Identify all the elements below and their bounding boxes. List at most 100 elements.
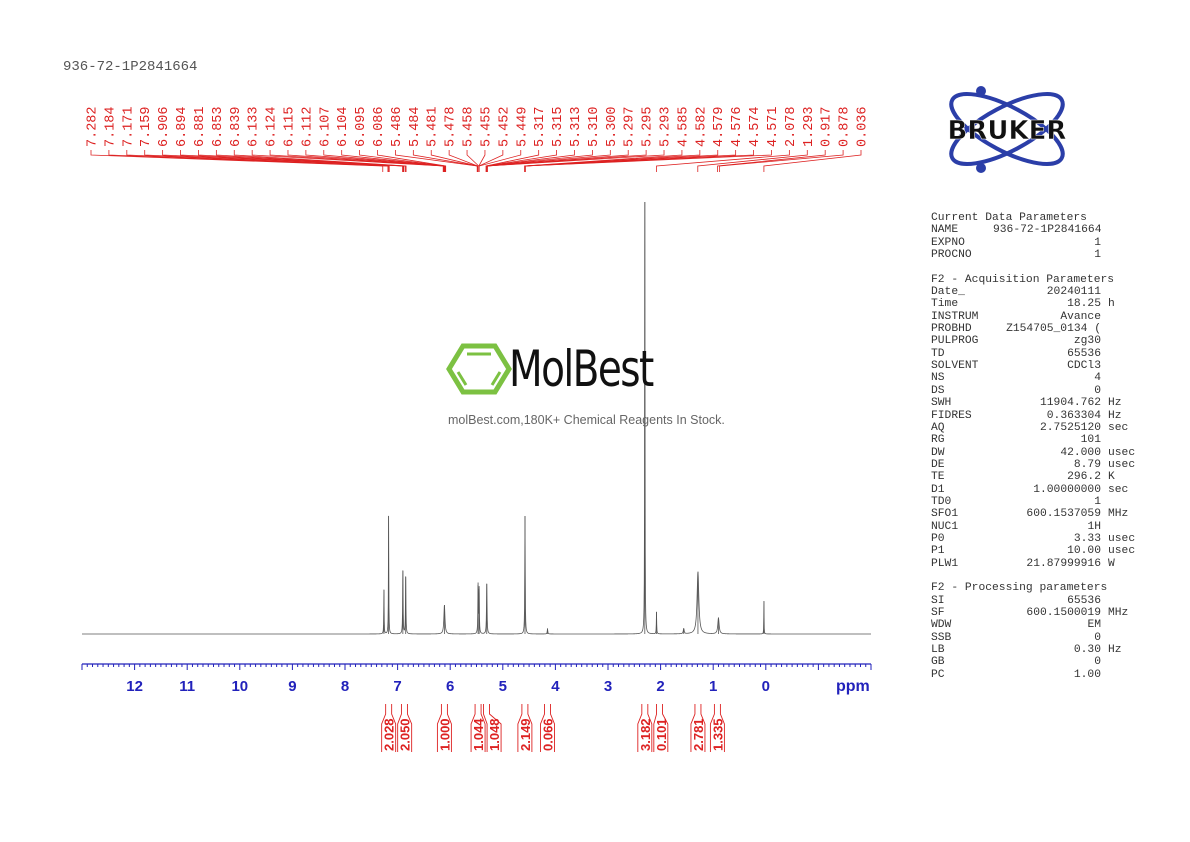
peak-label: 6.881	[193, 106, 208, 147]
spectrum-title: 936-72-1P2841664	[63, 59, 198, 75]
parameter-name: TD	[931, 347, 945, 360]
parameter-name: WDW	[931, 619, 952, 632]
peak-label-connector	[697, 150, 808, 172]
parameter-value: 11904.762	[1039, 397, 1101, 410]
parameter-value: 0	[1094, 631, 1101, 644]
parameter-unit	[1101, 224, 1108, 236]
spectrum-trace-group	[82, 201, 871, 635]
peak-label-connector	[377, 150, 447, 172]
parameter-unit	[1101, 669, 1108, 681]
peak-label-connector	[448, 150, 479, 172]
parameter-row: PC 1.00	[931, 669, 1135, 681]
peak-label: 6.906	[157, 106, 172, 147]
x-tick-label: 10	[231, 678, 248, 695]
peak-label: 5.295	[641, 106, 656, 147]
peak-label-connector	[144, 150, 390, 172]
integral-bracket	[709, 704, 725, 752]
peak-label: 6.133	[247, 106, 262, 147]
peak-label: 7.282	[86, 106, 101, 147]
parameter-name: SSB	[931, 631, 952, 644]
parameter-value: 1	[1094, 495, 1101, 508]
parameter-unit	[1101, 632, 1108, 644]
peak-label-connector	[524, 150, 772, 172]
parameter-unit: sec	[1108, 483, 1129, 496]
peak-label: 5.458	[462, 106, 477, 147]
parameter-unit: usec	[1108, 446, 1136, 459]
parameter-unit	[1101, 311, 1108, 323]
integrals: 2.028 2.050 1.000 1.044 1.048 2.149 0.066 3.182…	[381, 704, 725, 752]
parameter-row: RG 101	[931, 434, 1135, 446]
integral-bracket	[517, 704, 533, 752]
parameter-name: GB	[931, 656, 945, 669]
parameter-value: 101	[1080, 434, 1101, 447]
parameter-row: SFO1 600.1537059 MHz	[931, 508, 1135, 520]
parameter-unit: W	[1108, 557, 1115, 570]
parameter-name: SWH	[931, 397, 952, 410]
integral-value: 1.000	[437, 718, 452, 751]
molbest-tagline: molBest.com,180K+ Chemical Reagents In S…	[448, 413, 725, 427]
peak-labels: 7.282 7.184 7.171 7.159 6.906 6.894 6.881 6.853…	[86, 106, 871, 172]
parameter-row: TE 296.2 K	[931, 471, 1135, 483]
x-tick-label: 7	[393, 678, 401, 695]
peak-label: 5.486	[390, 106, 405, 147]
parameter-value: 20240111	[1046, 286, 1101, 299]
parameter-unit: MHz	[1108, 607, 1129, 619]
parameter-row: P0 3.33 usec	[931, 533, 1135, 545]
peak-label-connector	[656, 150, 790, 172]
parameter-row: NAME 936-72-1P2841664	[931, 224, 1135, 236]
x-tick-label: 3	[604, 678, 612, 695]
peak-label: 6.107	[318, 106, 333, 147]
parameter-name: SFO1	[931, 508, 959, 521]
parameter-name: SF	[931, 607, 945, 619]
parameter-value: 65536	[1067, 594, 1101, 607]
peak-label: 5.452	[497, 106, 512, 147]
x-tick-label: 12	[126, 678, 143, 695]
peak-label-connector	[162, 150, 403, 172]
peak-label-connector	[486, 150, 665, 172]
peak-label: 5.478	[444, 106, 459, 147]
peak-label-connector	[198, 150, 405, 172]
parameter-name: P1	[931, 545, 945, 558]
parameter-unit	[1101, 372, 1108, 384]
parameter-value: 42.000	[1060, 446, 1101, 459]
parameter-value: 296.2	[1067, 471, 1101, 484]
peak-label: 6.853	[211, 106, 226, 147]
parameter-name: PLW1	[931, 557, 959, 570]
bruker-logo: BRUKER	[947, 86, 1067, 173]
parameter-value: 936-72-1P2841664	[993, 224, 1102, 237]
parameter-unit: usec	[1108, 532, 1136, 545]
peak-label: 4.582	[694, 106, 709, 147]
parameter-row: PROCNO 1	[931, 249, 1135, 261]
parameter-name: DE	[931, 458, 945, 471]
integral-bracket	[653, 704, 669, 752]
peak-label: 4.571	[766, 106, 781, 147]
parameter-unit	[1101, 237, 1108, 249]
parameter-row: PROBHD Z154705_0134 (	[931, 323, 1135, 335]
parameter-unit: MHz	[1108, 508, 1129, 521]
peak-label: 0.878	[838, 106, 853, 147]
peak-label: 5.313	[569, 106, 584, 147]
parameter-row: PLW1 21.87999916 W	[931, 558, 1135, 570]
peak-label-connector	[90, 150, 384, 172]
peak-label: 6.124	[265, 106, 280, 147]
peak-label-connector	[215, 150, 406, 172]
parameter-row: SF 600.1500019 MHz	[931, 607, 1135, 619]
parameter-unit	[1101, 619, 1108, 631]
x-tick-label: 9	[288, 678, 296, 695]
parameters-section-heading: F2 - Processing parameters	[931, 582, 1108, 595]
parameter-name: SOLVENT	[931, 360, 979, 373]
parameter-value: 65536	[1067, 347, 1101, 360]
peak-label: 4.585	[676, 106, 691, 147]
parameter-name: DS	[931, 384, 945, 397]
integral-bracket	[637, 704, 653, 752]
parameter-value: Avance	[1060, 310, 1101, 323]
parameter-row: P1 10.00 usec	[931, 545, 1135, 557]
parameter-unit	[1101, 323, 1108, 335]
peak-label: 5.293	[659, 106, 674, 147]
parameter-name: NS	[931, 372, 945, 385]
parameter-row: Time 18.25 h	[931, 298, 1135, 310]
parameter-row: DS 0	[931, 385, 1135, 397]
svg-text:BRUKER: BRUKER	[948, 116, 1067, 146]
parameter-row: TD 65536	[931, 348, 1135, 360]
parameter-unit	[1101, 656, 1108, 668]
